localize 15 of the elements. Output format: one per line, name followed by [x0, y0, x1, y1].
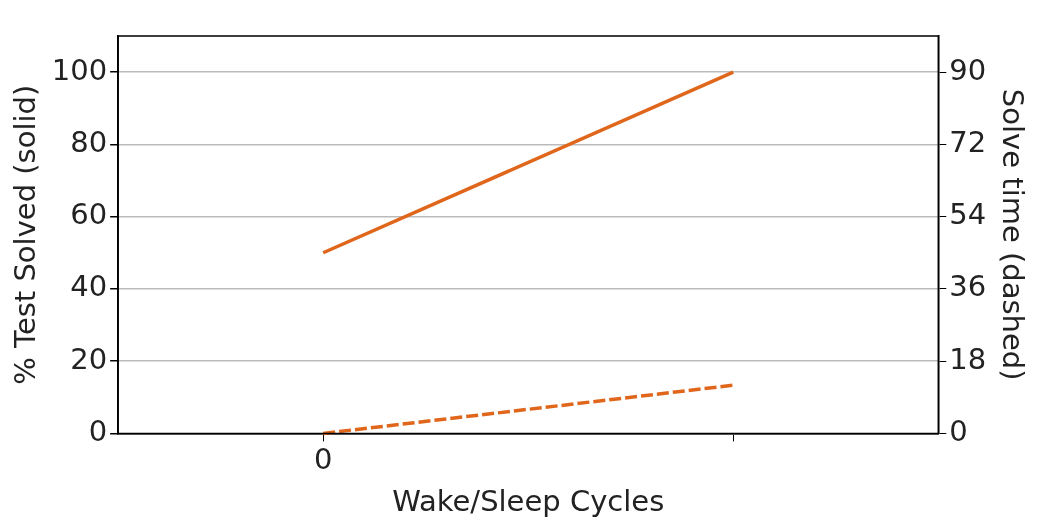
y-tick-label: 60: [70, 197, 108, 232]
y2-tick-label: 0: [949, 413, 968, 448]
y-tick-label: 0: [88, 413, 108, 448]
x-axis-title: Wake/Sleep Cycles: [392, 484, 665, 519]
y-tick-label: 40: [70, 269, 108, 304]
y-tick-label: 20: [70, 341, 108, 376]
y-tick-label: 80: [70, 124, 108, 159]
y2-tick-label: 54: [949, 197, 987, 232]
y2-tick-label: 18: [949, 341, 987, 376]
y-axis-title: % Test Solved (solid): [7, 84, 42, 385]
y-tick-label: 100: [51, 52, 108, 87]
y2-tick-label: 90: [949, 52, 987, 87]
y2-tick-label: 72: [949, 124, 987, 159]
y2-axis-title: Solve time (dashed): [996, 88, 1031, 381]
y2-tick-label: 36: [949, 269, 987, 304]
